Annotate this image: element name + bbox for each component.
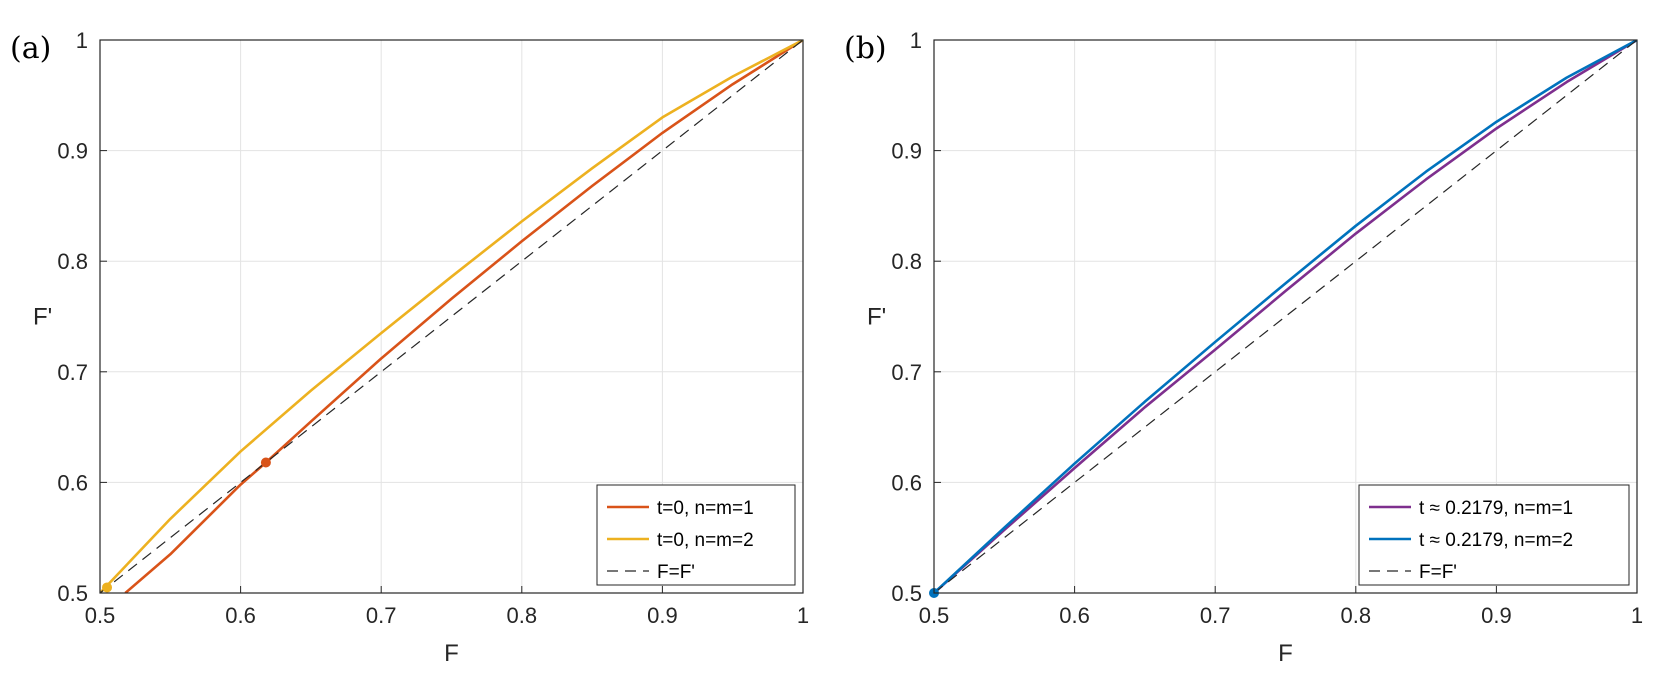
series-line-1 — [934, 40, 1637, 593]
x-axis-label: F — [1278, 640, 1293, 667]
y-tick-label: 0.9 — [891, 139, 922, 164]
legend-entry-0: t ≈ 0.2179, n=m=1 — [1419, 498, 1573, 519]
series-group — [934, 40, 1637, 593]
x-tick-label: 0.7 — [366, 603, 397, 628]
data-marker-0 — [260, 457, 271, 468]
legend-entry-2: F=F' — [657, 562, 695, 583]
chart-panel-0: 0.5 0.6 0.7 0.8 0.9 1 0.5 0.6 0.7 0.8 0.9 1 F F' (a) t=… — [10, 28, 809, 667]
legend-entry-1: t=0, n=m=2 — [657, 530, 754, 551]
x-tick-label: 1 — [797, 603, 809, 628]
legend: t=0, n=m=1 t=0, n=m=2 F=F' — [596, 484, 796, 586]
y-tick-label: 0.5 — [57, 581, 88, 606]
series-line-0 — [124, 40, 803, 593]
x-tick-label: 0.5 — [919, 603, 950, 628]
legend-entry-0: t=0, n=m=1 — [657, 498, 754, 519]
x-tick-label: 1 — [1631, 603, 1643, 628]
axes-box — [933, 39, 1638, 594]
y-tick-label: 1 — [76, 28, 88, 53]
panel-label: (a) — [10, 31, 51, 66]
legend-entry-1: t ≈ 0.2179, n=m=2 — [1419, 530, 1573, 551]
x-tick-label: 0.8 — [507, 603, 538, 628]
x-tick-label: 0.8 — [1341, 603, 1372, 628]
y-tick-label: 0.5 — [891, 581, 922, 606]
x-tick-label: 0.7 — [1200, 603, 1231, 628]
x-axis-label: F — [444, 640, 459, 667]
x-tick-label: 0.5 — [85, 603, 116, 628]
legend: t ≈ 0.2179, n=m=1 t ≈ 0.2179, n=m=2 F=F' — [1358, 484, 1630, 586]
y-tick-label: 0.8 — [891, 249, 922, 274]
series-group — [100, 40, 803, 593]
legend-entry-2: F=F' — [1419, 562, 1457, 583]
x-tick-label: 0.6 — [1059, 603, 1090, 628]
y-tick-label: 0.7 — [891, 360, 922, 385]
series-line-2 — [934, 40, 1637, 593]
y-tick-label: 0.9 — [57, 139, 88, 164]
series-line-1 — [100, 40, 803, 593]
y-axis-label: F' — [867, 304, 886, 331]
y-tick-label: 1 — [910, 28, 922, 53]
y-tick-label: 0.6 — [891, 470, 922, 495]
x-tick-label: 0.9 — [647, 603, 678, 628]
panel-label: (b) — [844, 31, 887, 66]
data-marker-1 — [102, 582, 113, 593]
series-line-0 — [934, 40, 1637, 593]
series-line-2 — [100, 40, 803, 593]
chart-panel-1: 0.5 0.6 0.7 0.8 0.9 1 0.5 0.6 0.7 0.8 0.9 1 F F' (b) t … — [844, 28, 1643, 667]
y-tick-label: 0.7 — [57, 360, 88, 385]
y-tick-label: 0.6 — [57, 470, 88, 495]
x-tick-label: 0.9 — [1481, 603, 1512, 628]
y-axis-label: F' — [33, 304, 52, 331]
legend-box — [596, 484, 796, 586]
y-tick-label: 0.8 — [57, 249, 88, 274]
axes-box — [99, 39, 804, 594]
x-tick-label: 0.6 — [225, 603, 256, 628]
legend-box — [1358, 484, 1630, 586]
